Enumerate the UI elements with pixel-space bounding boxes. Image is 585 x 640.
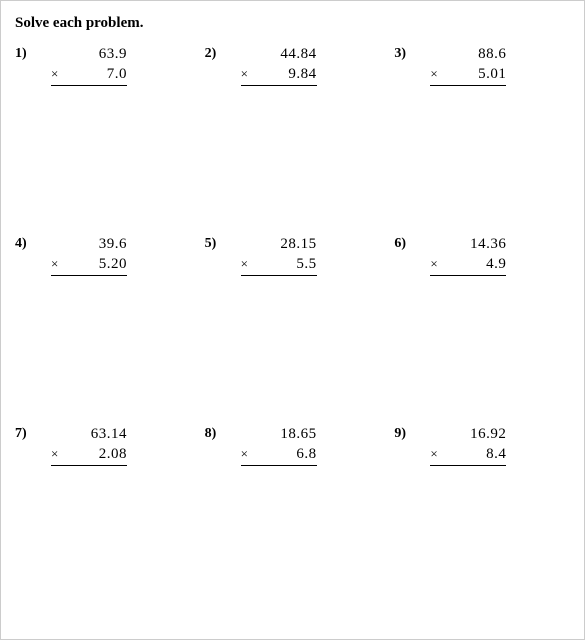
bottom-operand: 5.01 (444, 64, 506, 84)
top-operand: 63.9 (65, 44, 127, 64)
multiply-icon: × (51, 444, 65, 464)
rule-line (51, 465, 127, 466)
problem-number: 6) (394, 234, 418, 252)
problem-grid: 1) 63.9 ×7.0 2) 44.84 ×9.84 3) 88.6 ×5.0… (15, 42, 574, 612)
top-operand: 44.84 (255, 44, 317, 64)
rule-line (241, 275, 317, 276)
multiply-icon: × (51, 254, 65, 274)
rule-line (430, 275, 506, 276)
problem: 1) 63.9 ×7.0 (15, 42, 195, 232)
bottom-operand: 2.08 (65, 444, 127, 464)
multiply-icon: × (241, 254, 255, 274)
top-operand: 14.36 (444, 234, 506, 254)
problem-number: 2) (205, 44, 229, 62)
worksheet-title: Solve each problem. (15, 15, 574, 32)
problem: 9) 16.92 ×8.4 (394, 422, 574, 612)
bottom-operand: 8.4 (444, 444, 506, 464)
rule-line (430, 465, 506, 466)
problem: 7) 63.14 ×2.08 (15, 422, 195, 612)
bottom-operand: 9.84 (255, 64, 317, 84)
problem-number: 1) (15, 44, 39, 62)
bottom-operand: 6.8 (255, 444, 317, 464)
multiplication-stack: 18.65 ×6.8 (241, 424, 317, 466)
problem-number: 8) (205, 424, 229, 442)
multiplication-stack: 44.84 ×9.84 (241, 44, 317, 86)
problem-number: 5) (205, 234, 229, 252)
multiply-icon: × (241, 444, 255, 464)
bottom-operand: 4.9 (444, 254, 506, 274)
problem: 5) 28.15 ×5.5 (205, 232, 385, 422)
multiplication-stack: 88.6 ×5.01 (430, 44, 506, 86)
problem-number: 7) (15, 424, 39, 442)
multiplication-stack: 14.36 ×4.9 (430, 234, 506, 276)
multiplication-stack: 63.9 ×7.0 (51, 44, 127, 86)
bottom-operand: 5.5 (255, 254, 317, 274)
multiplication-stack: 63.14 ×2.08 (51, 424, 127, 466)
rule-line (51, 85, 127, 86)
rule-line (430, 85, 506, 86)
top-operand: 63.14 (65, 424, 127, 444)
multiply-icon: × (430, 64, 444, 84)
rule-line (241, 465, 317, 466)
top-operand: 39.6 (65, 234, 127, 254)
multiply-icon: × (430, 254, 444, 274)
problem: 8) 18.65 ×6.8 (205, 422, 385, 612)
multiply-icon: × (51, 64, 65, 84)
problem: 4) 39.6 ×5.20 (15, 232, 195, 422)
rule-line (51, 275, 127, 276)
problem-number: 3) (394, 44, 418, 62)
top-operand: 18.65 (255, 424, 317, 444)
problem: 2) 44.84 ×9.84 (205, 42, 385, 232)
problem: 3) 88.6 ×5.01 (394, 42, 574, 232)
multiply-icon: × (241, 64, 255, 84)
problem-number: 4) (15, 234, 39, 252)
bottom-operand: 7.0 (65, 64, 127, 84)
multiplication-stack: 16.92 ×8.4 (430, 424, 506, 466)
problem: 6) 14.36 ×4.9 (394, 232, 574, 422)
multiplication-stack: 39.6 ×5.20 (51, 234, 127, 276)
worksheet-page: Solve each problem. 1) 63.9 ×7.0 2) 44.8… (0, 0, 585, 640)
problem-number: 9) (394, 424, 418, 442)
bottom-operand: 5.20 (65, 254, 127, 274)
top-operand: 16.92 (444, 424, 506, 444)
multiplication-stack: 28.15 ×5.5 (241, 234, 317, 276)
top-operand: 28.15 (255, 234, 317, 254)
top-operand: 88.6 (444, 44, 506, 64)
multiply-icon: × (430, 444, 444, 464)
rule-line (241, 85, 317, 86)
